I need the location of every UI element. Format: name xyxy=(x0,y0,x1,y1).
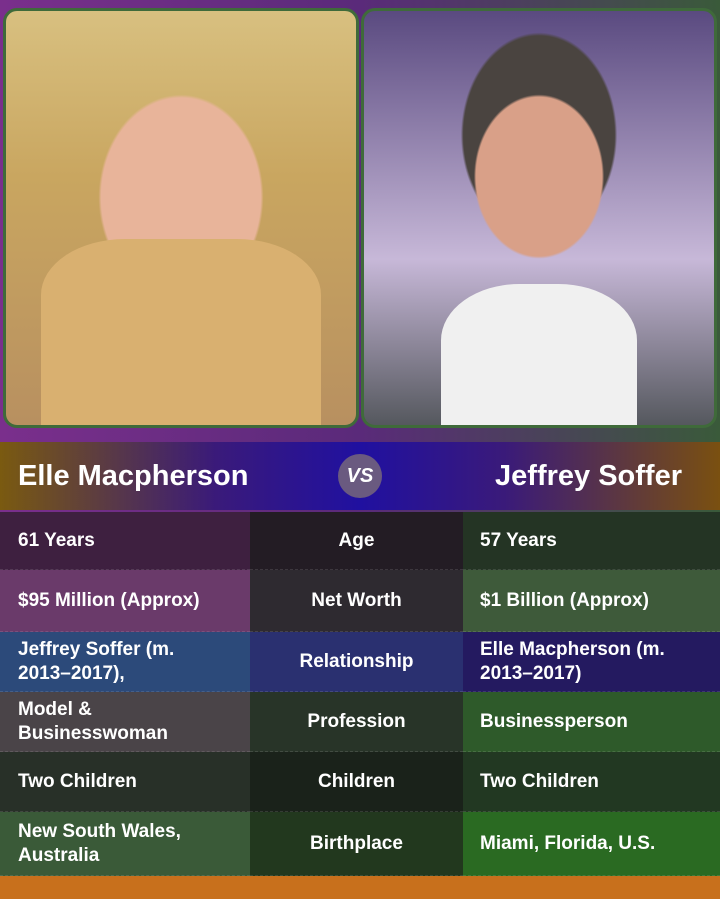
left-value: 61 Years xyxy=(0,512,250,570)
left-value: Jeffrey Soffer (m. 2013–2017), xyxy=(0,632,250,692)
comparison-row: $95 Million (Approx) Net Worth $1 Billion … xyxy=(0,570,720,632)
right-value: Two Children xyxy=(463,752,720,812)
comparison-row: 61 Years Age 57 Years xyxy=(0,512,720,570)
footer-bar xyxy=(0,876,720,899)
row-label: Profession xyxy=(250,692,463,752)
right-value: Elle Macpherson (m. 2013–2017) xyxy=(463,632,720,692)
row-label: Age xyxy=(250,512,463,570)
comparison-row: New South Wales, Australia Birthplace Miam… xyxy=(0,812,720,876)
left-value: $95 Million (Approx) xyxy=(0,570,250,632)
row-label: Net Worth xyxy=(250,570,463,632)
left-person-name: Elle Macpherson xyxy=(18,459,249,492)
elle-macpherson-photo xyxy=(3,8,359,428)
left-value: Model & Businesswoman xyxy=(0,692,250,752)
comparison-header: Elle Macpherson VS Jeffrey Soffer xyxy=(0,442,720,510)
vs-badge: VS xyxy=(338,454,382,498)
left-value: Two Children xyxy=(0,752,250,812)
right-value: $1 Billion (Approx) xyxy=(463,570,720,632)
right-value: Businessperson xyxy=(463,692,720,752)
comparison-row: Two Children Children Two Children xyxy=(0,752,720,812)
left-value: New South Wales, Australia xyxy=(0,812,250,876)
comparison-row: Jeffrey Soffer (m. 2013–2017), Relationsh… xyxy=(0,632,720,692)
right-value: 57 Years xyxy=(463,512,720,570)
right-value: Miami, Florida, U.S. xyxy=(463,812,720,876)
row-label: Children xyxy=(250,752,463,812)
jeffrey-soffer-photo xyxy=(361,8,717,428)
row-label: Birthplace xyxy=(250,812,463,876)
row-label: Relationship xyxy=(250,632,463,692)
comparison-row: Model & Businesswoman Profession Businessp… xyxy=(0,692,720,752)
right-person-name: Jeffrey Soffer xyxy=(495,459,682,492)
